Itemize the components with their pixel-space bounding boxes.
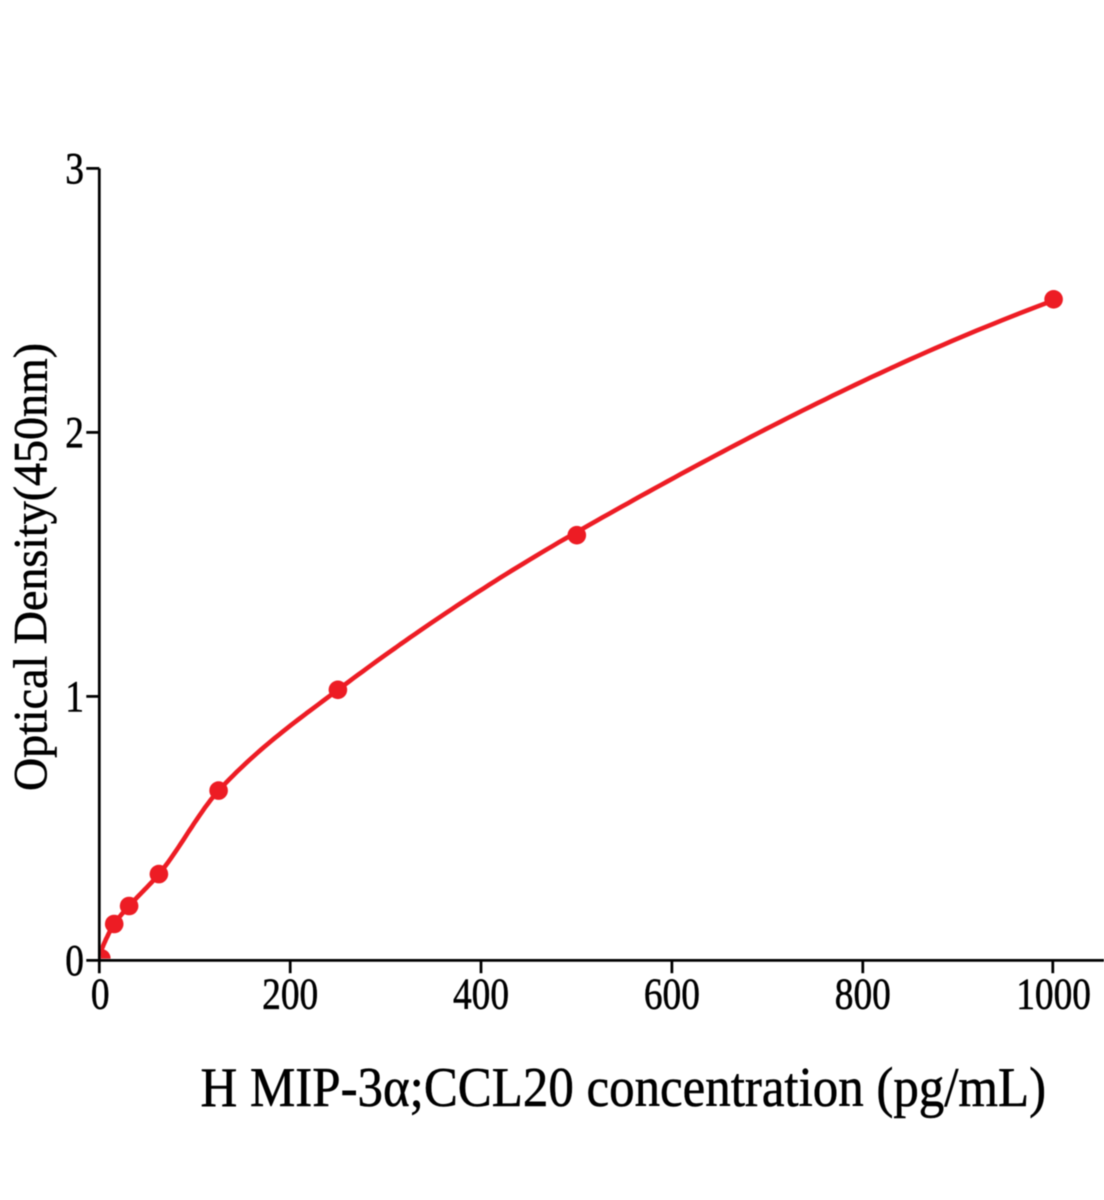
svg-text:1: 1 [65, 672, 84, 720]
svg-text:0: 0 [91, 970, 110, 1018]
svg-text:400: 400 [453, 970, 509, 1018]
svg-text:200: 200 [262, 970, 318, 1018]
svg-text:Optical Density(450nm): Optical Density(450nm) [5, 343, 58, 791]
svg-text:1000: 1000 [1016, 970, 1091, 1018]
svg-text:600: 600 [644, 970, 700, 1018]
svg-text:800: 800 [835, 970, 891, 1018]
svg-text:2: 2 [65, 408, 84, 456]
svg-text:H MIP-3α;CCL20 concentration (: H MIP-3α;CCL20 concentration (pg/mL) [201, 1056, 1047, 1119]
svg-text:3: 3 [65, 144, 84, 192]
svg-text:0: 0 [65, 936, 84, 984]
